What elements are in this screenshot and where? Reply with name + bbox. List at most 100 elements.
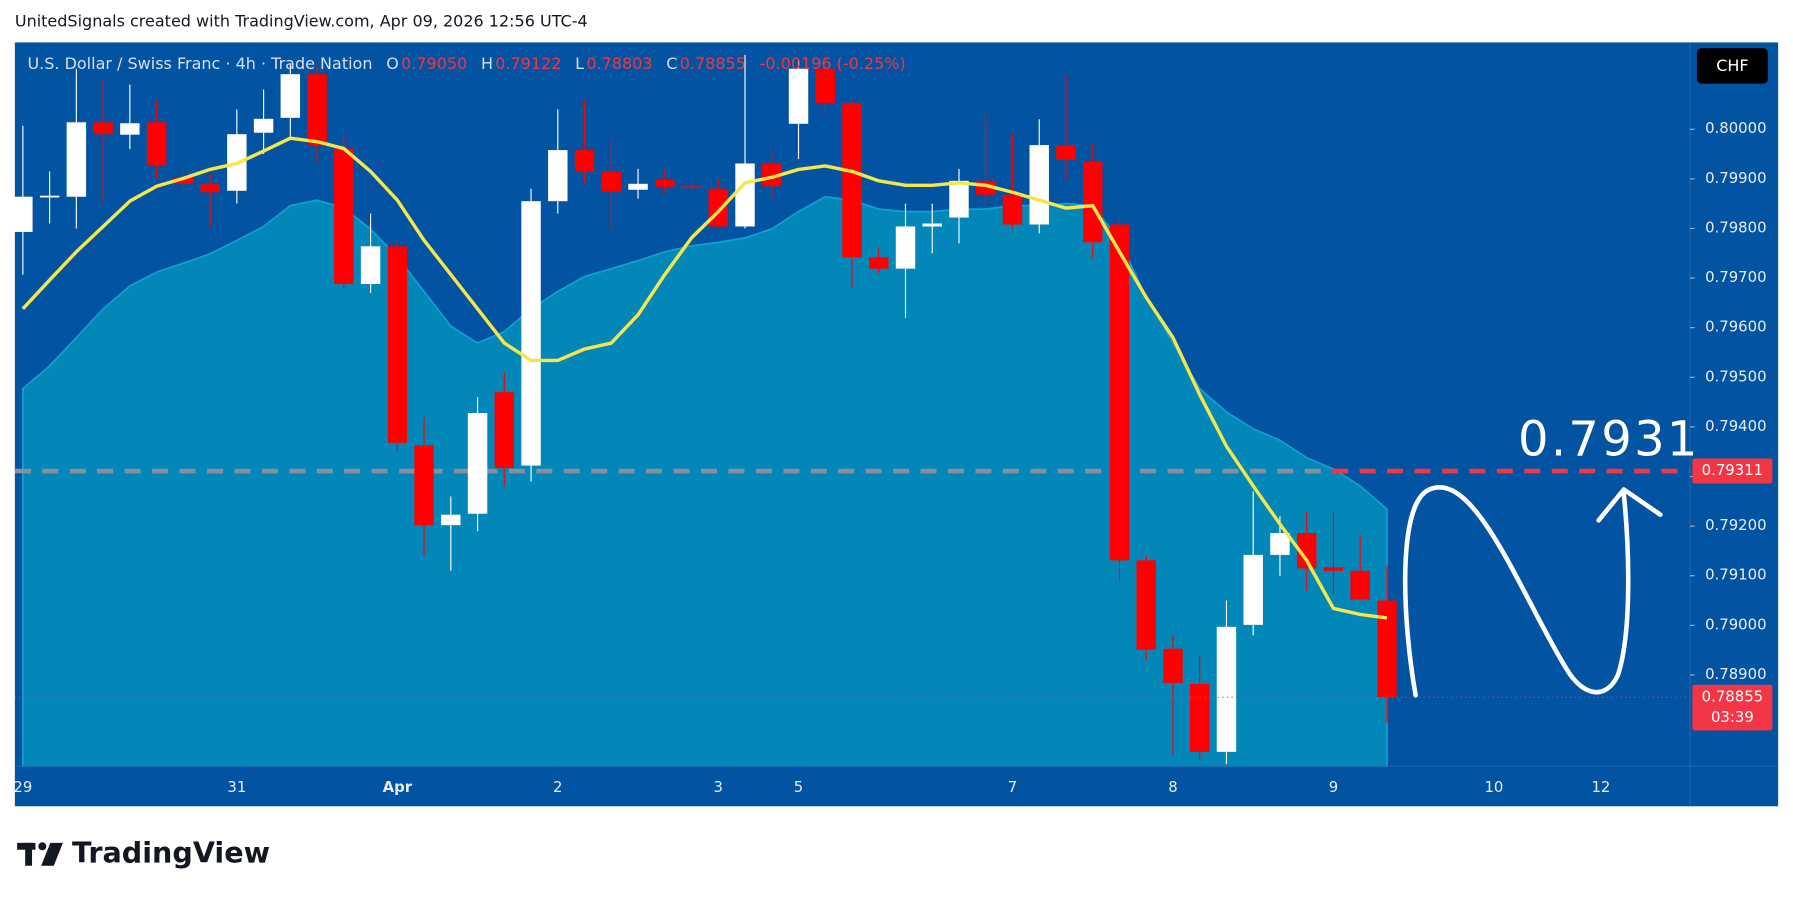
candle-body [1243, 554, 1263, 625]
x-tick-label: 8 [1168, 778, 1177, 796]
price-tag-label: 0.79311 [1702, 461, 1763, 479]
price-tag [1692, 684, 1773, 731]
ohlc-key: O [386, 54, 399, 73]
price-tag-countdown: 03:39 [1711, 708, 1754, 726]
price-tag [1692, 458, 1773, 484]
candle-body [1136, 560, 1156, 650]
candle-body [253, 118, 274, 133]
candle-body [387, 246, 408, 443]
band-area [22, 195, 1388, 768]
candle-body [494, 392, 515, 469]
candle-body [842, 102, 862, 258]
brand-name: TradingView [72, 835, 270, 869]
y-tick-label: 0.79700 [1705, 268, 1766, 286]
candle-body [441, 514, 461, 526]
candle-body [949, 180, 969, 218]
ohlc-key: C [666, 54, 677, 73]
hand-drawn-path [1402, 485, 1631, 698]
x-tick-label: 3 [714, 778, 723, 796]
x-tick-label: 5 [794, 778, 803, 796]
brand-logo: TradingView [17, 835, 270, 869]
y-tick-label: 0.79800 [1705, 218, 1766, 236]
candle-body [39, 195, 60, 198]
currency-badge [1696, 48, 1768, 84]
candle-body [307, 74, 327, 146]
hand-drawn-arrowhead [1596, 487, 1663, 523]
x-tick-label: Apr [383, 778, 413, 796]
x-tick-label: 9 [1329, 778, 1338, 796]
candle-body [1270, 533, 1290, 555]
candle-body [922, 223, 942, 227]
ohlc-value: 0.79050 [401, 54, 467, 73]
candle-body [173, 177, 194, 184]
candle-body [895, 226, 916, 269]
candle-body [1029, 145, 1049, 225]
candle-body [66, 122, 87, 197]
header-title: UnitedSignals created with TradingView.c… [15, 11, 588, 30]
y-tick-label: 0.80000 [1705, 119, 1766, 137]
candle-body [1189, 683, 1210, 752]
y-tick-label: 0.79100 [1705, 566, 1766, 584]
price-change: -0.00196 (-0.25%) [760, 54, 906, 73]
ohlc-value: 0.78855 [680, 54, 746, 73]
logo-part [41, 842, 63, 866]
ohlc-value: 0.79122 [495, 54, 561, 73]
candle-body [334, 148, 354, 285]
y-tick-label: 0.79200 [1705, 516, 1766, 534]
candle-body [360, 246, 381, 285]
currency-label: CHF [1716, 56, 1748, 75]
candle-body [200, 184, 220, 193]
candle-body [735, 163, 755, 227]
candle-body [1083, 161, 1103, 243]
ohlc-legend: U.S. Dollar / Swiss Franc · 4h · Trade N… [27, 54, 905, 73]
y-tick-label: 0.78900 [1705, 665, 1766, 683]
y-tick-label: 0.79400 [1705, 417, 1766, 435]
logo-part [25, 842, 33, 866]
candle-body [146, 122, 167, 165]
ohlc-key: H [481, 54, 493, 73]
candle-body [869, 257, 889, 269]
candle-body [414, 445, 434, 526]
moving-average-line [21, 136, 1388, 620]
candle-body [1109, 224, 1130, 561]
candle-body [1002, 194, 1023, 225]
x-tick-label: 7 [1008, 778, 1017, 796]
ohlc-key: L [575, 54, 584, 73]
x-tick-label: 29 [13, 778, 32, 796]
candle-body [628, 183, 648, 190]
candle-body [120, 123, 140, 135]
candle-body [1377, 600, 1397, 698]
logo-part [38, 842, 47, 851]
candle-body [548, 150, 568, 202]
candle-body [13, 196, 33, 232]
chart: 0.789000.790000.791000.792000.793000.794… [13, 42, 1779, 807]
candle-body [1296, 533, 1317, 569]
candle-body [574, 150, 595, 172]
candle-body [601, 171, 622, 192]
x-tick-label: 2 [553, 778, 562, 796]
candle-body [655, 179, 675, 187]
ohlc-value: 0.78803 [586, 54, 652, 73]
y-tick-label: 0.79900 [1705, 169, 1766, 187]
candle-body [280, 74, 301, 118]
candle-body [1323, 567, 1344, 571]
candle-body [762, 163, 782, 187]
x-tick-label: 31 [227, 778, 246, 796]
y-tick-label: 0.79500 [1705, 367, 1766, 385]
price-tag-label: 0.78855 [1702, 687, 1763, 705]
candle-body [708, 188, 728, 227]
x-tick-label: 12 [1591, 778, 1610, 796]
candle-body [467, 413, 488, 514]
symbol-name: U.S. Dollar / Swiss Franc · 4h · Trade N… [27, 54, 372, 73]
candle-body [815, 68, 835, 103]
candle-body [1350, 570, 1370, 600]
candle-body [788, 68, 809, 124]
candle-body [93, 122, 113, 135]
y-tick-label: 0.79600 [1705, 318, 1766, 336]
candle-body [521, 201, 541, 466]
candle-body [1056, 145, 1076, 160]
candle-body [1216, 626, 1237, 752]
annotation: 0.7931 [1518, 412, 1700, 468]
